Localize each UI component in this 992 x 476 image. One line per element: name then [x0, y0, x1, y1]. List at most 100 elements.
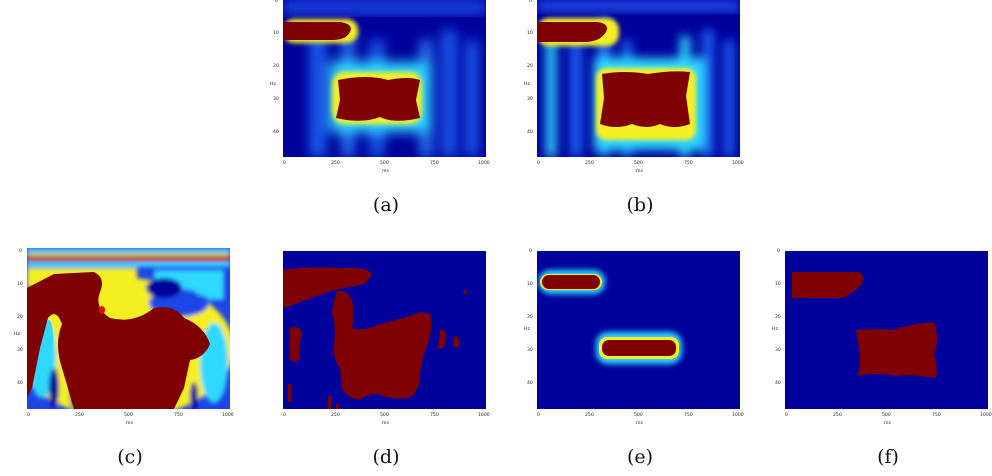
svg-text:1000: 1000 [980, 412, 992, 418]
panel-d-xticks: 0 250 500 750 1000 [283, 412, 490, 418]
svg-text:750: 750 [430, 412, 439, 418]
svg-text:20: 20 [527, 314, 533, 320]
svg-text:250: 250 [585, 412, 594, 418]
svg-text:250: 250 [585, 160, 594, 166]
x-axis-label: ms [636, 421, 643, 426]
svg-text:500: 500 [380, 412, 389, 418]
svg-text:250: 250 [75, 412, 84, 418]
svg-text:30: 30 [17, 347, 23, 353]
svg-text:250: 250 [833, 412, 842, 418]
panel-b: 0 10 20 30 40 Hz 0 250 500 750 1000 ms (… [524, 0, 754, 216]
caption-d: (d) [372, 446, 400, 468]
panel-d-plot: 0 250 500 750 1000 ms [283, 251, 490, 426]
x-axis-label: ms [382, 421, 389, 426]
svg-text:500: 500 [634, 160, 643, 166]
caption-b: (b) [626, 194, 654, 216]
svg-text:1000: 1000 [478, 412, 490, 418]
y-axis-label: Hz [772, 326, 778, 332]
svg-text:1000: 1000 [478, 160, 490, 166]
panel-e-plot: 0 10 20 30 40 Hz 0 250 500 750 1000 ms [524, 248, 744, 426]
peak-top-left [537, 22, 607, 42]
svg-text:0: 0 [777, 248, 780, 254]
svg-text:250: 250 [331, 160, 340, 166]
mask-region-top [283, 267, 372, 308]
svg-text:40: 40 [273, 129, 279, 135]
caption-a: (a) [372, 194, 400, 216]
y-axis-label: Hz [14, 331, 20, 337]
panel-c-xticks: 0 250 500 750 1000 [27, 412, 234, 418]
svg-text:750: 750 [430, 160, 439, 166]
panel-f-plot: 0 10 20 30 40 Hz 0 250 500 750 1000 ms [772, 248, 992, 426]
panel-e-xticks: 0 250 500 750 1000 [537, 412, 744, 418]
noisy-peak-region [27, 272, 210, 409]
mask-region-body [332, 290, 432, 400]
svg-text:30: 30 [775, 347, 781, 353]
svg-text:10: 10 [17, 281, 23, 287]
panel-a-yticks: 0 10 20 30 40 [273, 0, 279, 135]
svg-text:0: 0 [529, 248, 532, 254]
peak-top-left [283, 22, 351, 40]
svg-text:20: 20 [17, 314, 23, 320]
svg-text:0: 0 [537, 160, 540, 166]
panel-e: 0 10 20 30 40 Hz 0 250 500 750 1000 ms (… [524, 248, 754, 476]
svg-text:40: 40 [527, 129, 533, 135]
panel-c-plot: 0 10 20 30 40 Hz 0 250 500 750 1000 ms [14, 248, 234, 426]
x-axis-label: ms [636, 169, 643, 174]
y-axis-label: Hz [524, 326, 530, 332]
caption-f: (f) [877, 446, 899, 468]
svg-text:30: 30 [273, 96, 279, 102]
svg-text:30: 30 [527, 96, 533, 102]
panel-b-plot: 0 10 20 30 40 Hz 0 250 500 750 1000 ms [524, 0, 744, 174]
panel-b-xticks: 0 250 500 750 1000 [537, 160, 744, 166]
svg-text:1000: 1000 [732, 160, 744, 166]
x-axis-label: ms [126, 421, 133, 426]
panel-f: 0 10 20 30 40 Hz 0 250 500 750 1000 ms (… [772, 248, 992, 476]
svg-text:40: 40 [17, 380, 23, 386]
y-axis-label: Hz [524, 81, 530, 87]
panel-c: 0 10 20 30 40 Hz 0 250 500 750 1000 ms (… [14, 248, 244, 476]
svg-text:20: 20 [527, 63, 533, 69]
peak-center-block [600, 71, 690, 127]
svg-text:0: 0 [529, 0, 532, 4]
panel-e-yticks: 0 10 20 30 40 [527, 248, 533, 386]
svg-text:250: 250 [331, 412, 340, 418]
svg-text:500: 500 [124, 412, 133, 418]
svg-text:20: 20 [273, 63, 279, 69]
block-center [856, 322, 937, 378]
svg-text:40: 40 [527, 380, 533, 386]
svg-text:750: 750 [932, 412, 941, 418]
svg-text:0: 0 [283, 160, 286, 166]
svg-text:10: 10 [775, 281, 781, 287]
svg-text:40: 40 [775, 380, 781, 386]
svg-text:30: 30 [527, 347, 533, 353]
peak-center-block [336, 77, 420, 121]
svg-text:0: 0 [283, 412, 286, 418]
svg-text:500: 500 [380, 160, 389, 166]
block-top-left [792, 272, 863, 298]
panel-d: 0 250 500 750 1000 ms (d) [270, 248, 500, 476]
mask-region-right [438, 329, 446, 349]
x-axis-label: ms [382, 169, 389, 174]
blob-top-left [542, 275, 600, 289]
y-axis-label: Hz [270, 81, 276, 87]
x-axis-label: ms [884, 421, 891, 426]
caption-c: (c) [117, 446, 143, 468]
panel-b-yticks: 0 10 20 30 40 [527, 0, 533, 135]
panel-a: 0 10 20 30 40 Hz 0 250 500 750 1000 ms (… [270, 0, 500, 216]
svg-text:500: 500 [634, 412, 643, 418]
svg-text:0: 0 [19, 248, 22, 254]
svg-text:500: 500 [882, 412, 891, 418]
blob-center [602, 340, 676, 356]
svg-text:0: 0 [537, 412, 540, 418]
svg-text:10: 10 [527, 30, 533, 36]
panel-c-yticks: 0 10 20 30 40 [17, 248, 23, 386]
svg-text:1000: 1000 [732, 412, 744, 418]
svg-text:750: 750 [174, 412, 183, 418]
svg-text:750: 750 [684, 412, 693, 418]
svg-text:20: 20 [775, 314, 781, 320]
svg-text:750: 750 [684, 160, 693, 166]
panel-f-xticks: 0 250 500 750 1000 [785, 412, 992, 418]
svg-text:0: 0 [27, 412, 30, 418]
svg-text:0: 0 [275, 0, 278, 4]
mask-region-left [290, 326, 302, 362]
